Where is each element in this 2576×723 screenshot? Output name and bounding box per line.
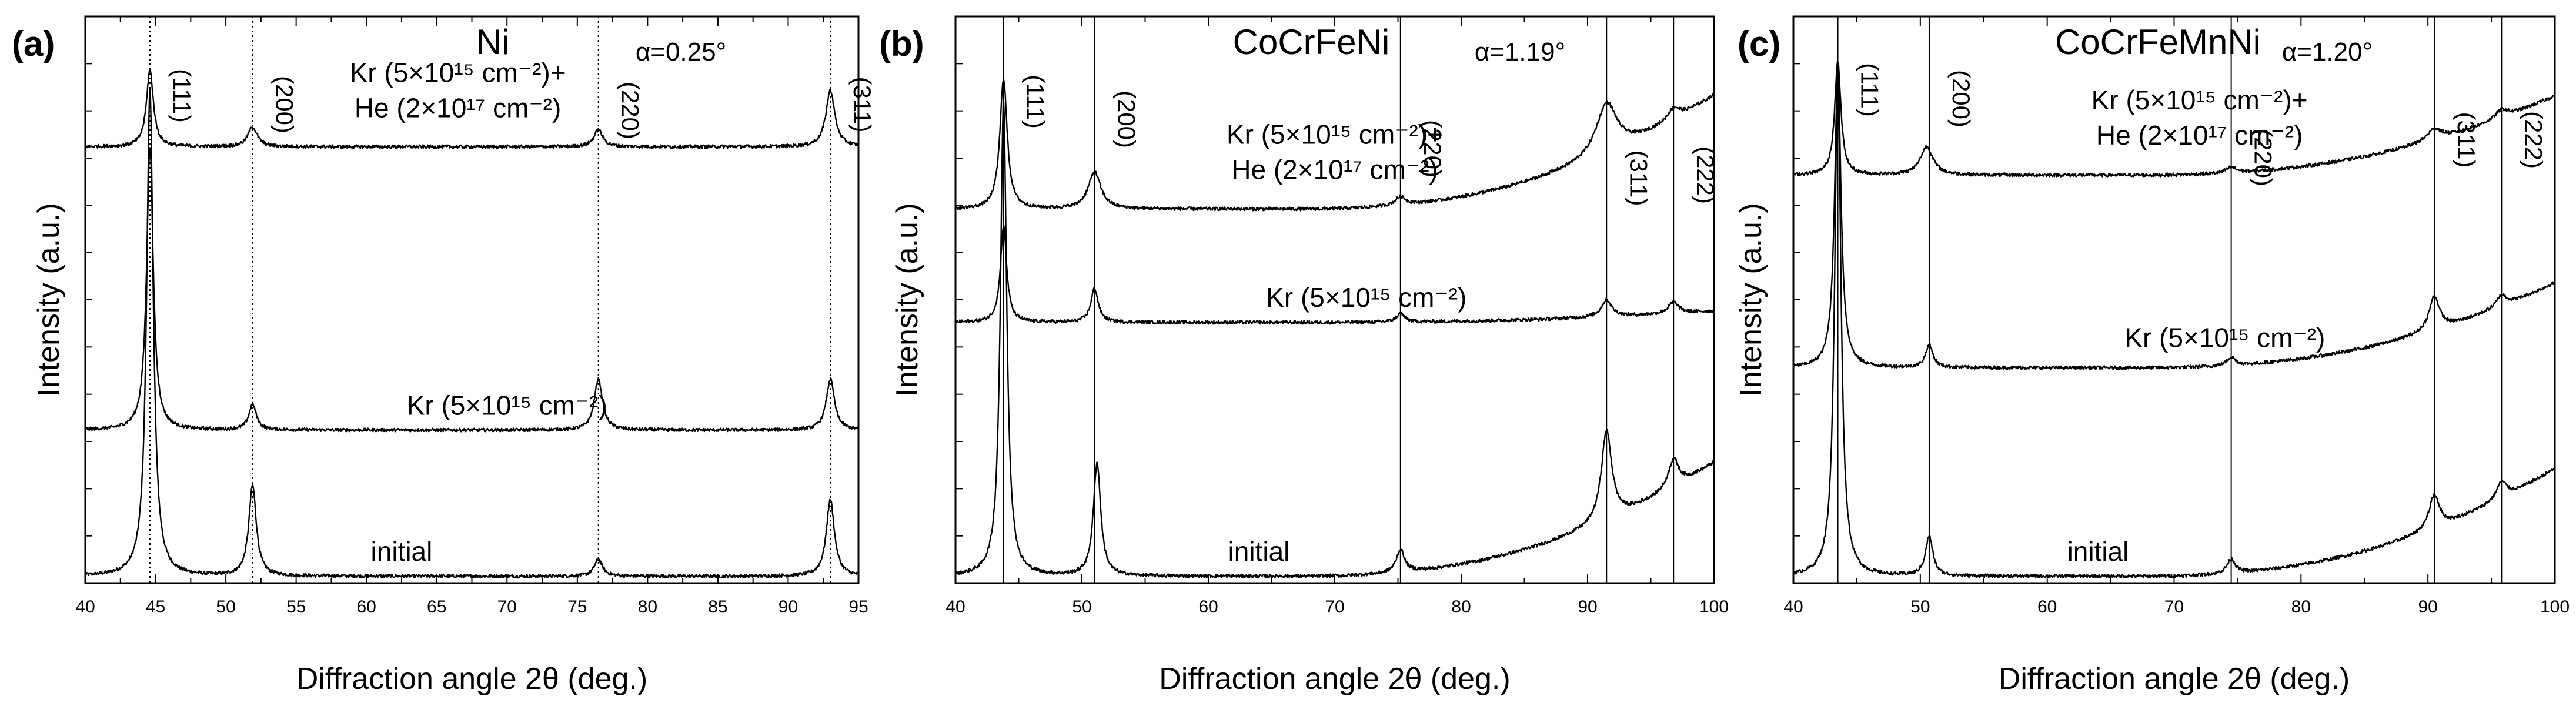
x-tick-label: 60 — [356, 597, 376, 617]
panel-title: CoCrFeMnNi — [2055, 22, 2261, 62]
series-label: Kr (5×10¹⁵ cm⁻²) — [1266, 282, 1466, 313]
series-line — [85, 69, 860, 149]
series-line — [954, 224, 1715, 325]
x-tick-label: 90 — [1578, 597, 1597, 617]
peak-label: (311) — [1625, 150, 1652, 206]
peak-label: (311) — [848, 77, 876, 133]
x-tick-label: 55 — [286, 597, 306, 617]
peak-label: (222) — [2520, 111, 2547, 169]
series-label-sub: He (2×10¹⁷ cm⁻²) — [355, 93, 562, 123]
x-axis-title: Diffraction angle 2θ (deg.) — [296, 662, 647, 696]
x-tick-label: 40 — [1783, 597, 1803, 617]
x-tick-label: 90 — [779, 597, 798, 617]
series-line — [954, 101, 1715, 579]
y-axis-title: Intensity (a.u.) — [1734, 203, 1768, 396]
x-tick-label: 70 — [1325, 597, 1344, 617]
x-tick-label: 95 — [848, 597, 868, 617]
series-label: Kr (5×10¹⁵ cm⁻²)+ — [1227, 119, 1443, 150]
peak-label: (220) — [2250, 129, 2277, 186]
peak-label: (222) — [1692, 146, 1719, 204]
series-label: Kr (5×10¹⁵ cm⁻²) — [2124, 322, 2325, 353]
series-label: initial — [1228, 536, 1290, 567]
peak-label: (220) — [617, 82, 644, 139]
series-line — [84, 147, 859, 433]
peak-label: (111) — [1022, 75, 1050, 129]
x-tick-label: 80 — [638, 597, 657, 617]
x-tick-label: 75 — [567, 597, 587, 617]
peak-label: (220) — [1419, 120, 1446, 178]
series-line — [84, 87, 859, 579]
peak-label: (200) — [1947, 70, 1975, 128]
peak-label: (200) — [271, 76, 299, 133]
x-tick-label: 80 — [1451, 597, 1471, 617]
x-tick-label: 40 — [75, 597, 95, 617]
x-tick-label: 100 — [1699, 597, 1729, 617]
x-axis-title: Diffraction angle 2θ (deg.) — [1159, 662, 1510, 696]
x-tick-label: 50 — [216, 597, 235, 617]
panel-title: CoCrFeNi — [1233, 22, 1390, 62]
y-axis-title: Intensity (a.u.) — [890, 203, 924, 396]
peak-label: (200) — [1113, 91, 1141, 148]
x-axis-title: Diffraction angle 2θ (deg.) — [1999, 662, 2350, 696]
x-tick-label: 60 — [1198, 597, 1218, 617]
x-tick-label: 65 — [427, 597, 446, 617]
x-tick-label: 70 — [2164, 597, 2184, 617]
incidence-angle: α=1.19° — [1475, 38, 1565, 66]
series-label: initial — [371, 536, 433, 567]
series-label-sub: He (2×10¹⁷ cm⁻²) — [2096, 120, 2303, 150]
x-tick-label: 50 — [1072, 597, 1091, 617]
x-tick-label: 80 — [2291, 597, 2311, 617]
series-label: initial — [2067, 536, 2129, 567]
series-line — [1792, 61, 2556, 178]
panel-a: 40 45 50 55 60 65 70 75 80 85 90 95 Diffraction angl… — [12, 15, 876, 696]
series-label: Kr (5×10¹⁵ cm⁻²)+ — [350, 58, 566, 88]
x-tick-label: 100 — [2540, 597, 2570, 617]
panel-letter: (b) — [879, 24, 924, 63]
series-line — [1792, 73, 2556, 579]
x-tick-label: 85 — [708, 597, 727, 617]
incidence-angle: α=0.25° — [636, 38, 726, 66]
y-axis-title: Intensity (a.u.) — [32, 203, 66, 396]
incidence-angle: α=1.20° — [2282, 38, 2373, 66]
x-tick-label: 50 — [1910, 597, 1930, 617]
x-tick-label: 45 — [146, 597, 165, 617]
series-label-sub: He (2×10¹⁷ cm⁻²) — [1231, 155, 1438, 185]
panel-letter: (c) — [1738, 24, 1780, 63]
x-tick-label: 40 — [945, 597, 965, 617]
panel-c: 40 50 60 70 80 90 100 Diffraction angle 2θ (deg… — [1734, 15, 2570, 696]
panel-b: 40 50 60 70 80 90 100 Diffraction angle 2θ (deg… — [879, 15, 1729, 696]
peak-label: (311) — [2453, 112, 2480, 168]
series-line — [1792, 66, 2556, 370]
peak-label: (111) — [1856, 63, 1884, 117]
series-line — [954, 79, 1715, 212]
x-tick-label: 90 — [2418, 597, 2437, 617]
peak-label: (111) — [168, 69, 196, 123]
panel-letter: (a) — [12, 24, 55, 63]
panel-title: Ni — [476, 22, 510, 62]
x-tick-label: 70 — [497, 597, 517, 617]
series-label: Kr (5×10¹⁵ cm⁻²)+ — [2091, 85, 2308, 115]
x-tick-label: 60 — [2037, 597, 2057, 617]
series-label: Kr (5×10¹⁵ cm⁻²) — [407, 390, 607, 420]
